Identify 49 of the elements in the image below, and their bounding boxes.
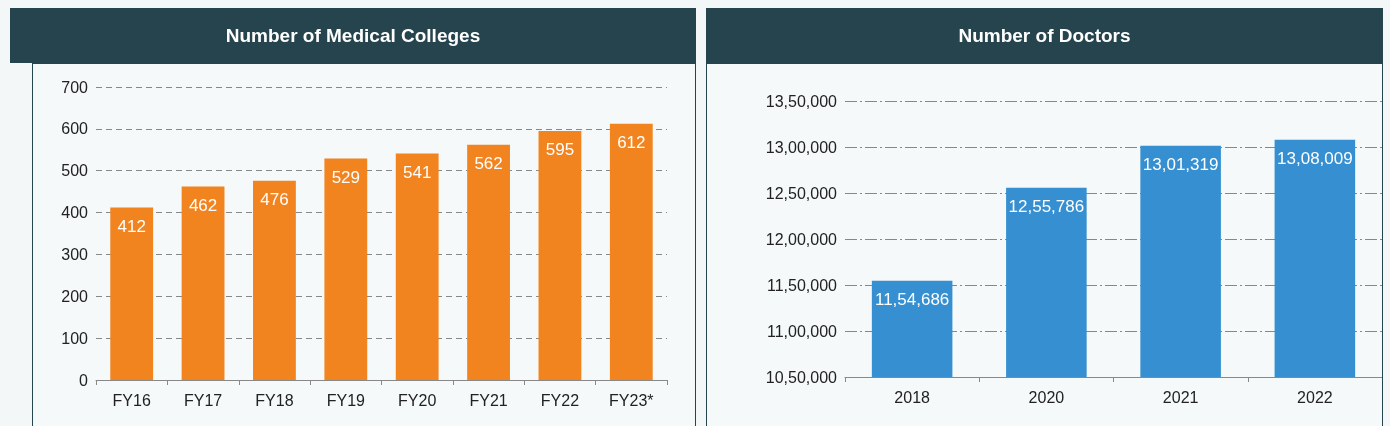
y-tick-label: 12,00,000 bbox=[765, 230, 838, 248]
data-label: 11,54,686 bbox=[874, 289, 950, 309]
y-tick-label: 0 bbox=[79, 371, 89, 389]
y-tick-label: 100 bbox=[61, 329, 89, 347]
data-label: 12,55,786 bbox=[1008, 196, 1085, 216]
x-tick-label: 2018 bbox=[894, 388, 931, 406]
y-tick-label: 11,00,000 bbox=[767, 322, 838, 340]
data-label: 476 bbox=[260, 189, 289, 209]
chart-title: Number of Doctors bbox=[706, 8, 1383, 63]
y-tick-label: 300 bbox=[61, 245, 89, 263]
x-tick-label: FY19 bbox=[326, 391, 366, 409]
y-tick-label: 12,50,000 bbox=[765, 184, 838, 202]
x-tick-label: 2020 bbox=[1028, 388, 1065, 406]
data-label: 595 bbox=[545, 139, 575, 159]
data-label: 412 bbox=[117, 216, 146, 236]
x-tick-label: FY20 bbox=[398, 391, 437, 409]
bar bbox=[181, 186, 225, 380]
x-tick-label: FY21 bbox=[469, 391, 508, 409]
y-tick-label: 600 bbox=[61, 120, 89, 138]
data-label: 529 bbox=[331, 167, 360, 187]
y-tick-label: 200 bbox=[61, 287, 89, 305]
x-tick-label: FY23* bbox=[609, 391, 654, 409]
bar bbox=[467, 144, 510, 380]
data-label: 462 bbox=[188, 195, 218, 215]
x-tick-label: 2021 bbox=[1162, 388, 1199, 406]
bar bbox=[253, 180, 296, 380]
bar bbox=[538, 130, 582, 380]
bar bbox=[609, 123, 653, 380]
y-tick-label: 500 bbox=[61, 162, 89, 180]
chart-title: Number of Medical Colleges bbox=[10, 8, 696, 63]
y-tick-label: 13,00,000 bbox=[765, 138, 838, 156]
bar bbox=[110, 207, 154, 380]
x-tick-label: FY18 bbox=[255, 391, 294, 409]
bar bbox=[324, 158, 368, 380]
data-label: 562 bbox=[474, 153, 503, 173]
data-label: 541 bbox=[403, 162, 432, 182]
x-tick-label: FY22 bbox=[540, 391, 580, 409]
y-tick-label: 400 bbox=[61, 204, 89, 222]
bar bbox=[395, 153, 439, 380]
y-tick-label: 13,50,000 bbox=[765, 92, 838, 110]
y-tick-label: 10,50,000 bbox=[765, 368, 838, 386]
y-tick-label: 700 bbox=[61, 78, 89, 96]
x-tick-label: 2022 bbox=[1297, 388, 1333, 406]
y-tick-label: 11,50,000 bbox=[767, 276, 838, 294]
data-label: 13,01,319 bbox=[1142, 154, 1219, 174]
x-tick-label: FY16 bbox=[112, 391, 151, 409]
data-label: 612 bbox=[617, 132, 646, 152]
data-label: 13,08,009 bbox=[1277, 148, 1353, 168]
x-tick-label: FY17 bbox=[183, 391, 223, 409]
